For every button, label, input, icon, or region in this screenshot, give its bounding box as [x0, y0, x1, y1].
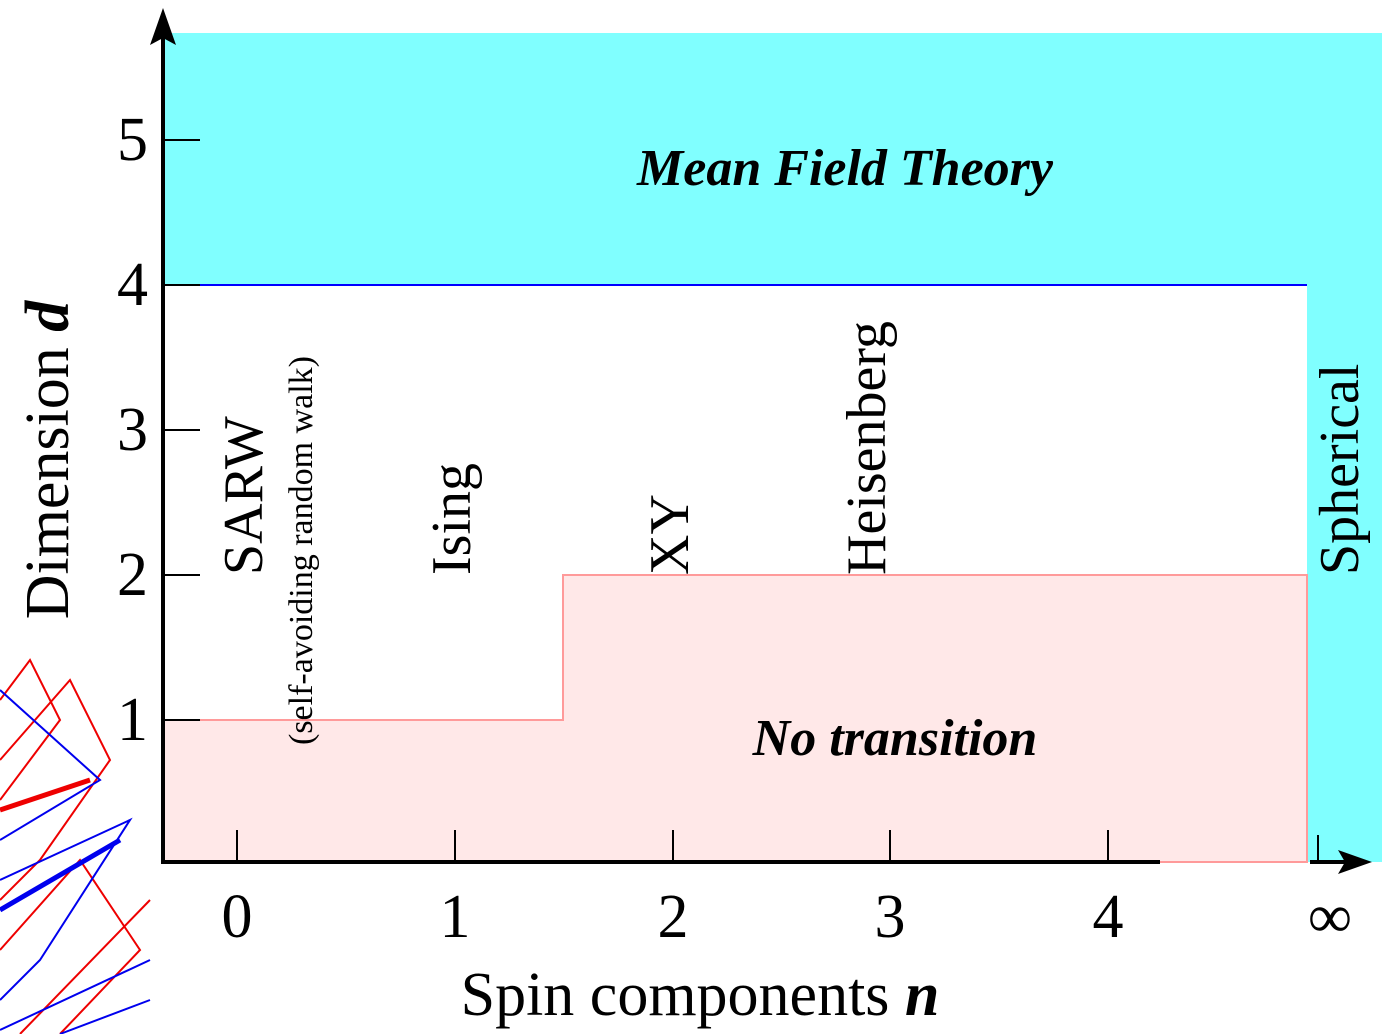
sarw-note: (self-avoiding random walk) [283, 356, 320, 745]
x-axis-label: Spin components [461, 961, 890, 1029]
mean-field-label: Mean Field Theory [636, 140, 1054, 197]
x-infinity-label: ∞ [1308, 883, 1352, 951]
no-transition-label: No transition [752, 710, 1038, 767]
lattice-decoration [0, 658, 151, 1034]
x-tick-label: 2 [658, 883, 689, 951]
x-tick-label: 4 [1093, 883, 1124, 951]
tick-marks [163, 139, 1109, 862]
spherical-region [1307, 285, 1382, 862]
y-tick-label: 4 [117, 251, 148, 319]
y-axis-title: Dimension d [14, 300, 82, 620]
y-arrow [150, 8, 176, 45]
sarw-label: SARW [213, 416, 275, 575]
mean-field-region [163, 33, 1382, 285]
ising-label: Ising [421, 463, 483, 575]
y-axis-symbol: d [14, 300, 82, 332]
y-tick-label: 1 [117, 686, 148, 754]
y-tick-label: 3 [117, 396, 148, 464]
y-axis-label: Dimension [14, 347, 82, 619]
x-axis-title: Spin components n [461, 961, 940, 1029]
x-tick-label: 0 [222, 883, 253, 951]
heisenberg-label: Heisenberg [836, 321, 898, 575]
spherical-label: Spherical [1309, 364, 1371, 575]
y-tick-label: 5 [117, 106, 148, 174]
no-transition-region [162, 574, 1308, 863]
axes [161, 30, 1350, 864]
x-arrow [1338, 850, 1372, 874]
x-axis-symbol: n [905, 961, 939, 1029]
x-tick-label: 1 [440, 883, 471, 951]
y-tick-label: 2 [117, 541, 148, 609]
xy-label: XY [639, 494, 701, 575]
x-tick-label: 3 [875, 883, 906, 951]
